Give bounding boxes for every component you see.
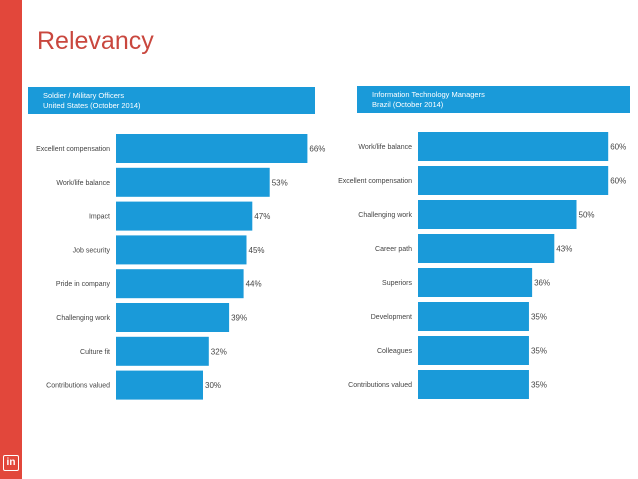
chart-1-bar — [116, 336, 209, 366]
chart-1-bar — [116, 269, 244, 299]
chart-2-bar — [418, 166, 609, 195]
chart-2-category-label: Career path — [375, 246, 412, 253]
chart-2-category-label: Colleagues — [377, 348, 413, 355]
chart-1-bar — [116, 303, 230, 332]
chart-1-category-label: Contributions valued — [46, 383, 110, 390]
chart-2-value-label: 36% — [534, 279, 550, 288]
chart-1-bar — [116, 167, 270, 197]
chart-2-bar — [418, 302, 529, 331]
chart-2-category-label: Work/life balance — [358, 144, 412, 151]
chart-1-category-label: Job security — [73, 247, 111, 254]
chart-2-bar — [418, 132, 609, 161]
chart-2-bars: Work/life balance 60% Excellent compensati… — [338, 132, 626, 399]
left-accent-strip — [0, 0, 22, 479]
slide-title: Relevancy — [37, 27, 154, 55]
chart-2-category-label: Superiors — [382, 280, 412, 287]
chart-2-header-line1: Information Technology Managers — [372, 90, 485, 99]
linkedin-icon: in — [3, 455, 19, 471]
chart-1-category-label: Culture fit — [80, 349, 110, 356]
chart-2-bar — [418, 336, 529, 365]
chart-1-value-label: 45% — [249, 246, 265, 255]
chart-2-category-label: Excellent compensation — [338, 178, 412, 185]
chart-2-value-label: 60% — [610, 177, 626, 186]
chart-2-bar — [418, 200, 577, 229]
chart-1-category-label: Work/life balance — [56, 180, 110, 187]
chart-1-value-label: 32% — [211, 347, 227, 356]
chart-1-value-label: 44% — [246, 280, 262, 289]
chart-2-bar — [418, 268, 533, 297]
chart-2-header-line2: Brazil (October 2014) — [372, 100, 444, 109]
chart-1-category-label: Challenging work — [56, 315, 110, 322]
chart-2-header: Information Technology Managers Brazil (… — [357, 86, 630, 113]
chart-1-header-line2: United States (October 2014) — [43, 101, 141, 110]
chart-1-value-label: 39% — [231, 314, 247, 323]
chart-2-bar — [418, 370, 529, 399]
chart-1-value-label: 66% — [309, 145, 325, 154]
chart-1-value-label: 53% — [272, 178, 288, 187]
chart-2-category-label: Contributions valued — [348, 382, 412, 389]
chart-1-header: Soldier / Military Officers United State… — [28, 87, 315, 114]
chart-1-bar — [116, 370, 203, 400]
chart-1-category-label: Excellent compensation — [36, 146, 110, 153]
chart-2-value-label: 43% — [556, 245, 572, 254]
chart-1-category-label: Pride in company — [56, 281, 111, 288]
chart-1-category-label: Impact — [89, 214, 110, 221]
chart-2-category-label: Development — [371, 314, 412, 321]
chart-2-value-label: 35% — [531, 347, 547, 356]
chart-2-value-label: 60% — [610, 143, 626, 152]
chart-1-value-label: 30% — [205, 381, 221, 390]
chart-2-value-label: 35% — [531, 381, 547, 390]
chart-2-value-label: 35% — [531, 313, 547, 322]
chart-1-header-line1: Soldier / Military Officers — [43, 91, 125, 100]
chart-2-category-label: Challenging work — [358, 212, 412, 219]
chart-2-bar — [418, 234, 555, 263]
chart-1-bar — [116, 235, 247, 265]
chart-1-bar — [116, 201, 253, 231]
chart-1-bar — [116, 134, 308, 163]
chart-1-value-label: 47% — [254, 212, 270, 221]
chart-1-bars: Excellent compensation 66% Work/life balan… — [36, 134, 325, 400]
chart-2-value-label: 50% — [579, 211, 595, 220]
